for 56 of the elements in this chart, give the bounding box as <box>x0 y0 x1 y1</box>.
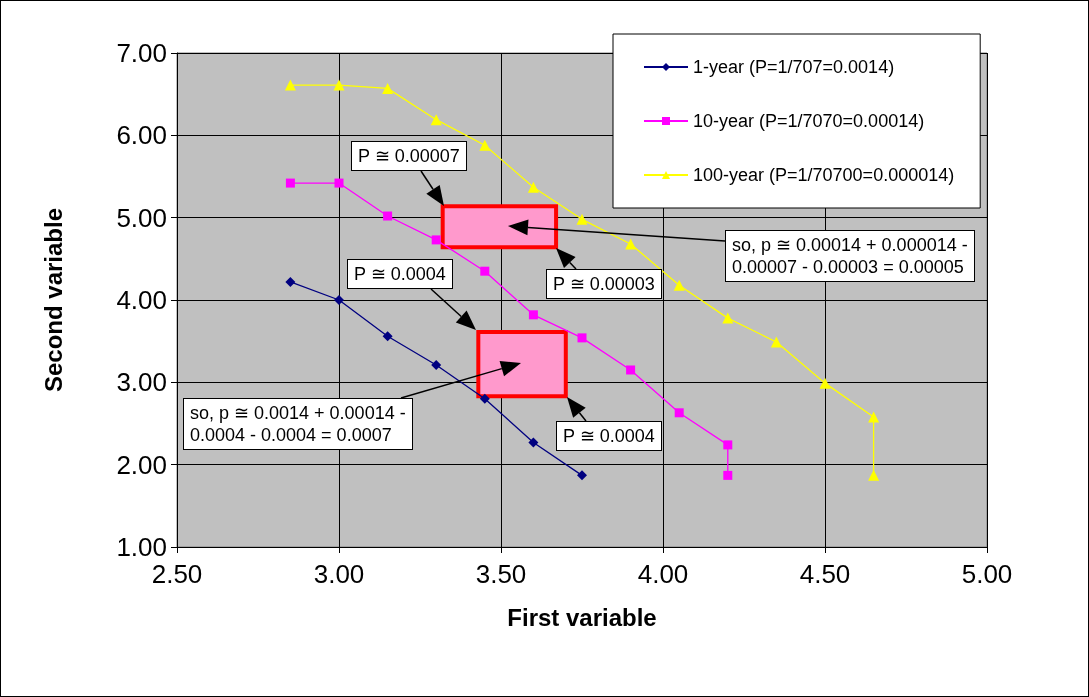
point <box>430 114 442 126</box>
point <box>673 279 685 291</box>
point <box>382 82 394 94</box>
y-tick-label: 3.00 <box>116 367 167 398</box>
point <box>334 295 344 305</box>
annotation: P ≅ 0.0004 <box>347 259 453 289</box>
x-tick-label: 2.50 <box>151 559 203 589</box>
x-axis-title: First variable <box>507 603 657 631</box>
annotation: P ≅ 0.0004 <box>556 421 662 451</box>
y-tick-label: 5.00 <box>116 202 167 233</box>
y-tick-label: 4.00 <box>116 285 167 315</box>
point <box>625 238 637 250</box>
point <box>577 333 587 343</box>
y-tick-label: 2.00 <box>116 449 167 480</box>
point <box>431 235 441 245</box>
y-tick-label: 1.00 <box>116 532 167 562</box>
point <box>576 213 588 225</box>
legend-label: 10-year (P=1/7070=0.00014) <box>693 111 925 131</box>
annotation: so, p ≅ 0.00014 + 0.000014 - 0.00007 - 0.00003 = 0.00005 <box>725 230 975 282</box>
point <box>480 266 490 276</box>
point <box>770 336 782 348</box>
legend-label: 1-year (P=1/707=0.0014) <box>693 57 895 77</box>
point <box>383 211 393 221</box>
y-tick-label: 7.00 <box>116 38 167 68</box>
point <box>528 437 539 448</box>
point <box>528 310 538 320</box>
point <box>284 79 296 91</box>
annotation: P ≅ 0.00003 <box>546 269 662 299</box>
x-tick-label: 4.00 <box>637 559 689 589</box>
point <box>723 470 733 480</box>
annotation: so, p ≅ 0.0014 + 0.00014 - 0.0004 - 0.0004 = 0.0007 <box>183 398 413 450</box>
point <box>674 408 684 418</box>
x-tick-label: 3.00 <box>313 559 365 589</box>
point <box>527 181 539 193</box>
x-tick-label: 4.50 <box>799 559 851 589</box>
point <box>431 360 442 371</box>
y-tick-label: 6.00 <box>116 120 167 151</box>
point <box>285 276 296 287</box>
point <box>722 312 734 324</box>
annotation: P ≅ 0.00007 <box>351 141 467 171</box>
point <box>334 178 344 188</box>
point <box>285 178 295 188</box>
y-axis-title: Second variable <box>39 207 67 393</box>
point <box>868 411 880 423</box>
point <box>479 393 490 404</box>
x-tick-label: 3.50 <box>475 559 527 589</box>
point <box>626 365 636 375</box>
legend-label: 100-year (P=1/70700=0.000014) <box>693 165 955 185</box>
x-tick-label: 5.00 <box>961 559 1013 589</box>
point <box>382 331 393 342</box>
point <box>723 440 733 450</box>
point <box>819 377 831 389</box>
point <box>868 469 880 481</box>
point <box>577 470 587 481</box>
point <box>333 79 345 91</box>
point <box>479 139 491 151</box>
